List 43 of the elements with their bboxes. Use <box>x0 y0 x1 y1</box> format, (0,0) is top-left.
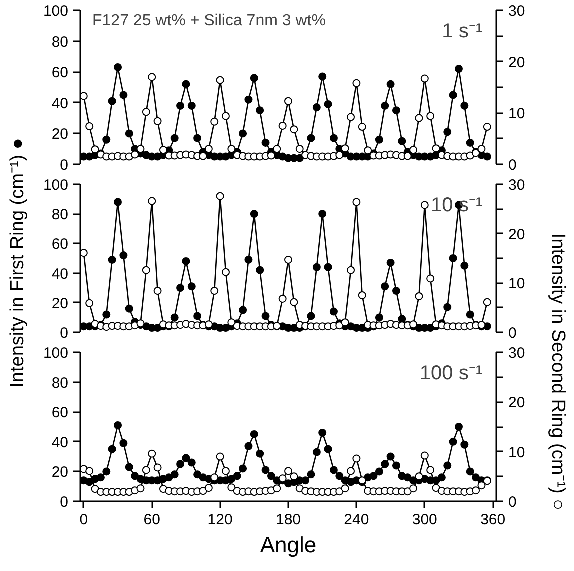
annotation: 1 s⁻¹ <box>442 20 483 42</box>
annotation: 100 s⁻¹ <box>420 362 483 384</box>
y2-tick-label: 0 <box>508 157 517 174</box>
y2-tick-label: 10 <box>508 106 526 123</box>
y-tick-label: 0 <box>60 157 68 174</box>
y-tick-label: 40 <box>52 95 69 112</box>
x-tick-label: 360 <box>480 512 506 528</box>
y-tick-label: 0 <box>60 494 68 511</box>
y-tick-label: 100 <box>43 177 69 194</box>
x-tick-label: 300 <box>412 512 438 528</box>
y2-tick-label: 20 <box>508 54 526 72</box>
annotation: F127 25 wt% + Silica 7nm 3 wt% <box>92 12 326 30</box>
x-tick-label: 240 <box>344 512 370 528</box>
x-tick-label: 120 <box>208 512 233 528</box>
y-tick-label: 0 <box>60 325 68 342</box>
y-tick-label: 80 <box>52 206 69 224</box>
y-axis-title: Intensity in First Ring (cm⁻¹) ● <box>6 138 30 388</box>
y2-tick-label: 0 <box>508 494 517 511</box>
y-tick-label: 40 <box>52 434 69 452</box>
y-tick-label: 80 <box>52 374 69 392</box>
y-tick-label: 60 <box>52 404 69 422</box>
y2-tick-label: 10 <box>508 276 526 293</box>
y-tick-label: 100 <box>43 345 69 362</box>
y2-tick-label: 30 <box>508 345 526 362</box>
y-tick-label: 40 <box>52 266 69 283</box>
y2-axis-title: Intensity in Second Ring (cm⁻¹) ○ <box>546 233 570 511</box>
y2-tick-label: 20 <box>508 226 526 244</box>
y-tick-label: 60 <box>52 236 69 254</box>
y-tick-label: 100 <box>43 3 69 20</box>
y-tick-label: 20 <box>52 126 69 144</box>
x-axis-title: Angle <box>260 532 317 558</box>
y-tick-label: 60 <box>52 64 69 82</box>
y2-tick-label: 10 <box>508 444 526 462</box>
x-tick-label: 180 <box>276 512 302 528</box>
x-tick-label: 0 <box>80 512 88 528</box>
y2-tick-label: 0 <box>508 325 517 342</box>
y2-tick-label: 30 <box>508 3 526 20</box>
y-tick-label: 20 <box>52 464 69 482</box>
x-tick-label: 60 <box>144 512 160 528</box>
y-tick-label: 20 <box>52 295 69 312</box>
y-tick-label: 80 <box>52 34 69 51</box>
y2-tick-label: 30 <box>508 177 526 194</box>
y2-tick-label: 20 <box>508 394 526 412</box>
